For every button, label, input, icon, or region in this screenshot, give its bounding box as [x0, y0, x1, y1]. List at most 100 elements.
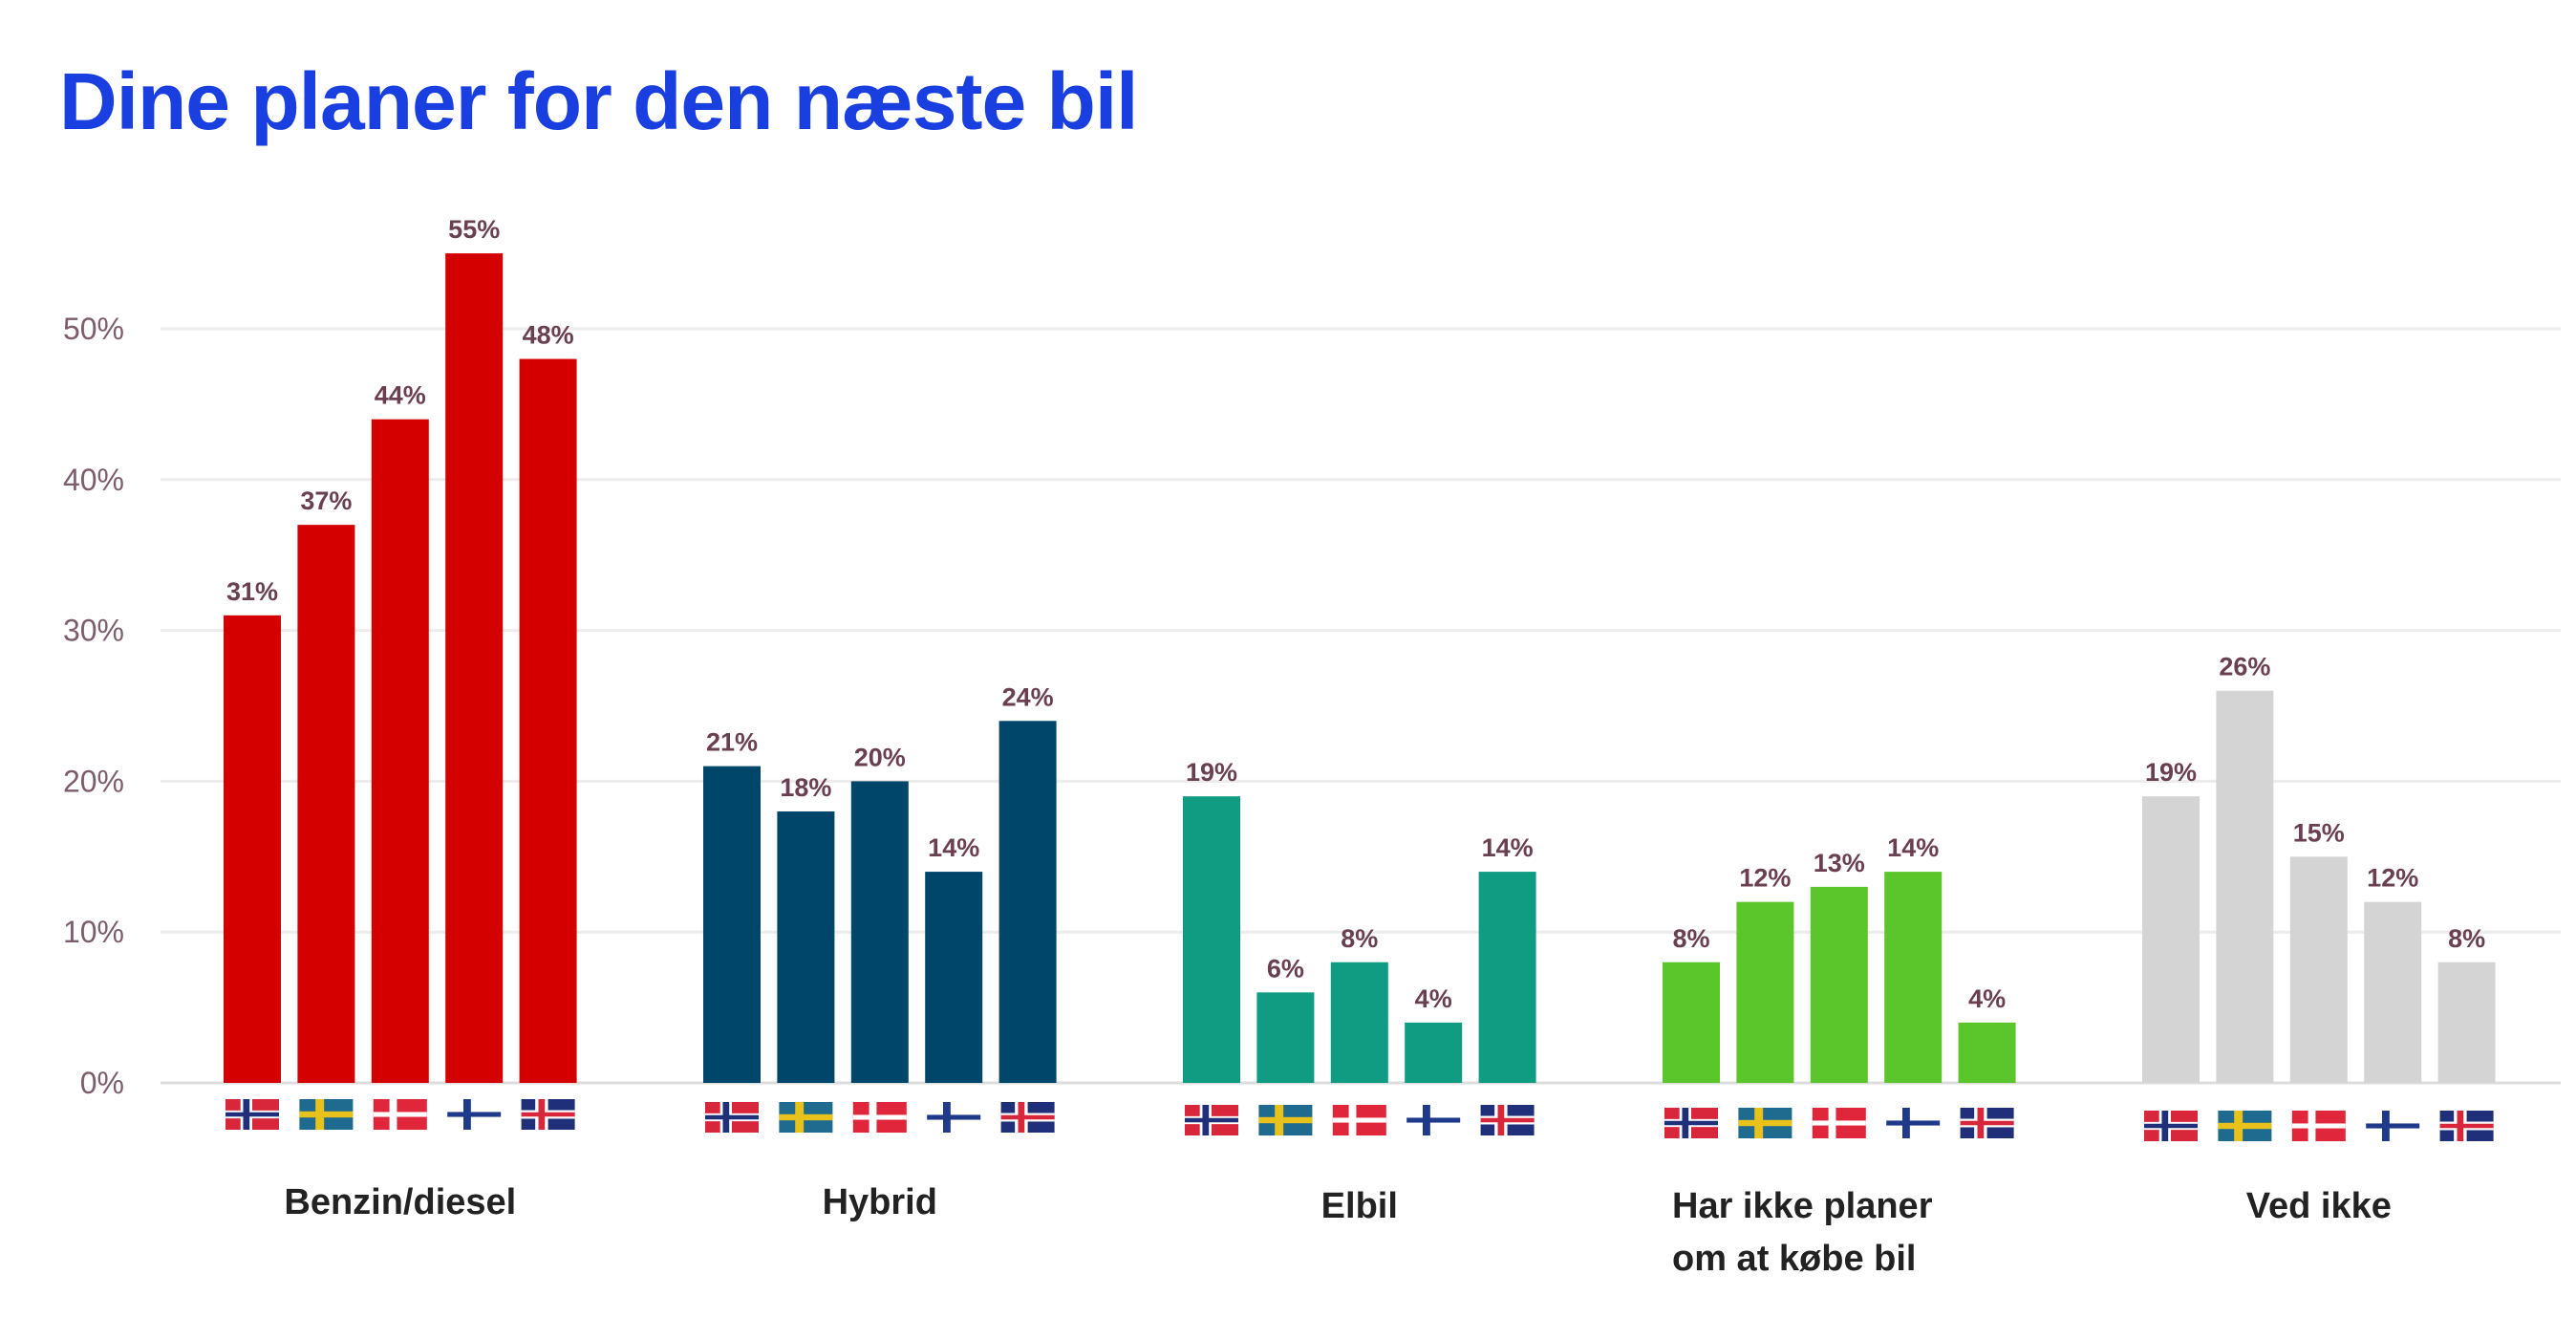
data-label: 26%: [2219, 653, 2270, 681]
flag-denmark-icon: [852, 1102, 907, 1133]
bar: [777, 810, 835, 1083]
y-tick-label: 50%: [63, 312, 124, 346]
flag-cross: [1664, 1120, 1718, 1126]
bar: [2364, 901, 2422, 1083]
flag-norway-icon: [1185, 1105, 1238, 1135]
flag-cross: [852, 1114, 907, 1120]
data-label: 8%: [1341, 924, 1378, 953]
data-label: 44%: [375, 381, 426, 410]
bar: [1405, 1022, 1463, 1083]
bar: [1330, 962, 1388, 1083]
bar: [2216, 690, 2274, 1083]
flag-cross: [2366, 1123, 2420, 1129]
bar: [1884, 872, 1943, 1083]
flag-cross: [927, 1114, 981, 1120]
flag-sweden-icon: [1738, 1108, 1792, 1138]
flag-cross: [1185, 1117, 1238, 1123]
bar: [850, 781, 909, 1083]
flag-cross: [447, 1112, 502, 1117]
data-label: 14%: [1482, 833, 1534, 862]
flag-iceland-icon: [1960, 1108, 2014, 1138]
flag-iceland-icon: [2439, 1111, 2494, 1141]
flag-denmark-icon: [2291, 1111, 2346, 1141]
category-group: 21% 18% 20% 14% 24% Hybrid: [703, 682, 1057, 1222]
data-label: 13%: [1814, 849, 1865, 877]
data-label: 14%: [928, 833, 979, 862]
bar: [371, 419, 429, 1083]
bar: [1183, 796, 1240, 1083]
flag-iceland-icon: [1000, 1102, 1055, 1133]
category-label: Benzin/diesel: [284, 1182, 516, 1222]
data-label: 31%: [226, 577, 278, 606]
bar: [1663, 962, 1720, 1083]
data-label: 48%: [523, 321, 574, 350]
y-tick-label: 20%: [63, 764, 124, 798]
flag-norway-icon: [2144, 1111, 2198, 1141]
flag-cross: [1738, 1119, 1792, 1127]
bar: [925, 872, 983, 1083]
data-label: 12%: [2367, 864, 2418, 893]
flag-norway-icon: [1664, 1108, 1718, 1138]
category-group: 8% 12% 13% 14% 4% Har ikke planer om at købe b…: [1663, 833, 2016, 1279]
flag-cross: [1258, 1116, 1313, 1124]
flag-cross: [2218, 1122, 2272, 1130]
flag-finland-icon: [2366, 1111, 2420, 1141]
bar: [703, 766, 761, 1083]
bar: [998, 721, 1057, 1083]
bar: [2437, 962, 2496, 1083]
flag-iceland-icon: [1480, 1105, 1535, 1135]
chart-title: Dine planer for den næste bil: [59, 56, 1139, 146]
data-label: 20%: [854, 743, 906, 771]
flag-finland-icon: [927, 1102, 981, 1133]
category-label: Ved ikke: [2246, 1186, 2392, 1226]
flag-iceland-icon: [521, 1099, 575, 1130]
flag-cross: [1812, 1120, 1866, 1126]
data-label: 4%: [1968, 984, 2006, 1013]
flag-cross: [1406, 1117, 1461, 1123]
category-label: Elbil: [1321, 1186, 1398, 1226]
flag-cross: [1000, 1114, 1055, 1120]
bar: [1478, 872, 1536, 1083]
bar: [224, 615, 281, 1083]
flag-finland-icon: [1406, 1105, 1461, 1135]
flag-cross: [2439, 1123, 2494, 1129]
data-label: 4%: [1415, 984, 1452, 1013]
data-label: 6%: [1267, 954, 1304, 983]
flag-norway-icon: [225, 1099, 279, 1130]
category-group: 19% 6% 8% 4% 14% Elbil: [1183, 758, 1536, 1226]
flag-cross: [779, 1113, 833, 1121]
bar: [1256, 992, 1315, 1083]
flag-cross: [373, 1112, 427, 1117]
flag-cross: [225, 1112, 279, 1117]
category-group: 31% 37% 44% 55% 48% Benzin/diesel: [224, 215, 577, 1222]
flag-sweden-icon: [779, 1102, 833, 1133]
data-label: 15%: [2293, 818, 2345, 847]
flag-cross: [1960, 1120, 2014, 1126]
flag-finland-icon: [1886, 1108, 1941, 1138]
bar: [2142, 796, 2200, 1083]
category-group: 19% 26% 15% 12% 8% Ved ikke: [2142, 653, 2496, 1226]
y-tick-label: 10%: [63, 915, 124, 949]
category-label: Har ikke planer: [1672, 1186, 1933, 1226]
data-label: 55%: [448, 215, 500, 244]
data-label: 21%: [706, 728, 758, 757]
flag-cross: [1332, 1117, 1386, 1123]
data-label: 8%: [2448, 924, 2485, 953]
data-label: 12%: [1739, 864, 1791, 893]
y-tick-label: 0%: [80, 1066, 124, 1100]
data-label: 37%: [300, 486, 352, 515]
category-label: om at købe bil: [1672, 1239, 1916, 1279]
data-label: 14%: [1887, 833, 1939, 862]
flag-denmark-icon: [1812, 1108, 1866, 1138]
flag-cross: [1886, 1120, 1941, 1126]
bar: [1736, 901, 1794, 1083]
flag-cross: [521, 1112, 575, 1117]
y-tick-label: 30%: [63, 614, 124, 648]
y-tick-label: 40%: [63, 463, 124, 497]
flag-cross: [299, 1111, 354, 1118]
flag-finland-icon: [447, 1099, 502, 1130]
flag-sweden-icon: [1258, 1105, 1313, 1135]
flag-sweden-icon: [2218, 1111, 2272, 1141]
data-label: 18%: [780, 773, 831, 802]
